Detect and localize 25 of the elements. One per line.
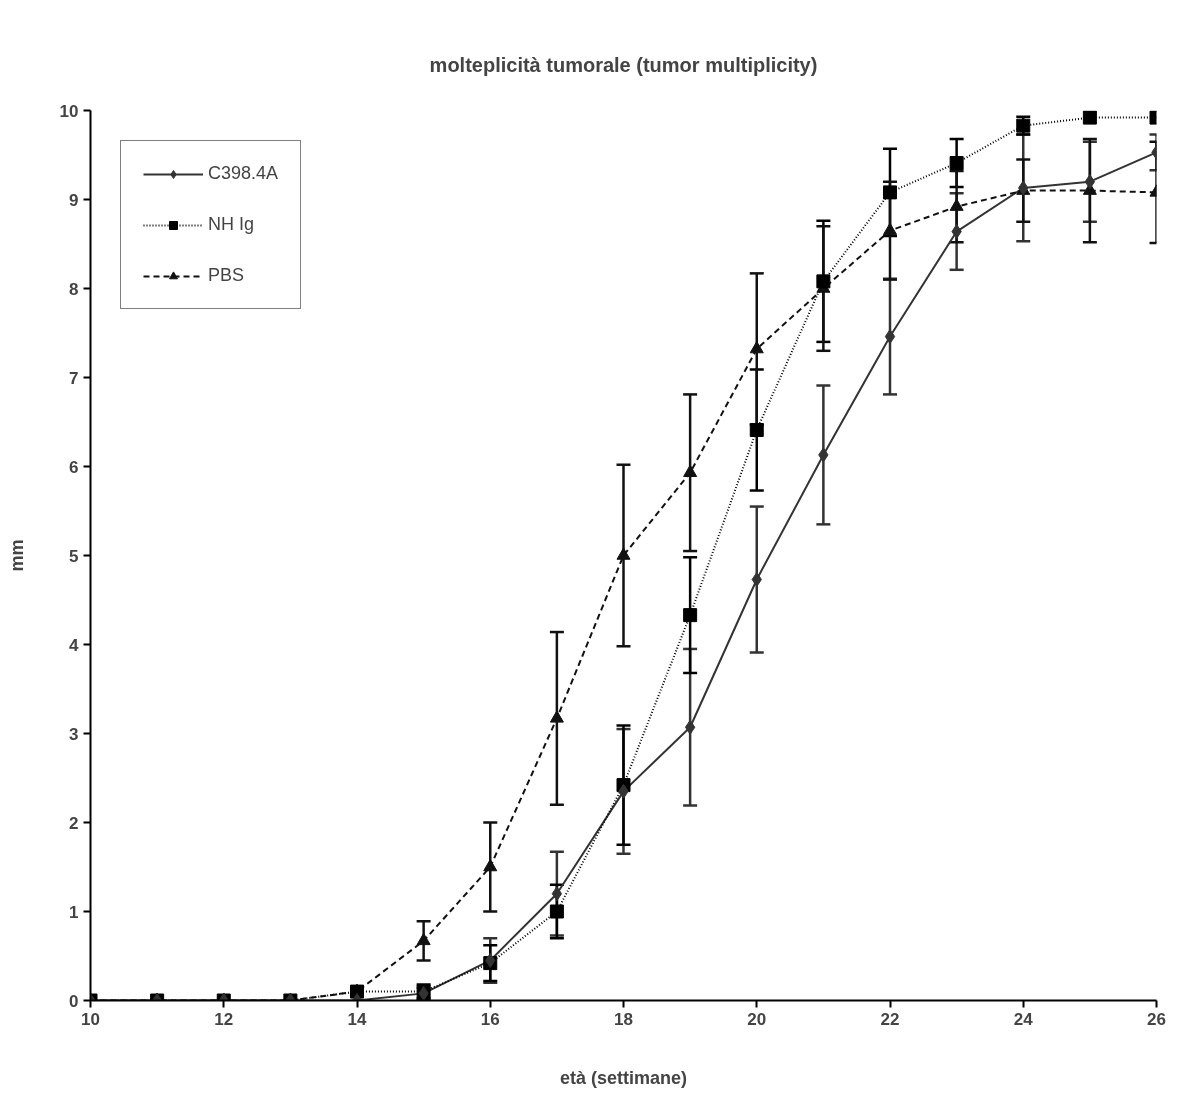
chart-title: molteplicità tumorale (tumor multiplicity) [429, 53, 818, 76]
y-tick-label: 7 [69, 368, 79, 388]
x-tick-label: 14 [347, 1009, 367, 1029]
x-tick-label: 22 [880, 1009, 900, 1029]
y-tick-label: 2 [69, 813, 79, 833]
y-tick-label: 1 [69, 902, 79, 922]
x-tick-label: 12 [214, 1009, 234, 1029]
y-tick-label: 9 [69, 190, 79, 210]
y-tick-label: 8 [69, 279, 79, 299]
legend-label: PBS [208, 265, 245, 286]
y-axis-title: mm [6, 539, 27, 572]
x-tick-label: 24 [1013, 1009, 1034, 1029]
x-tick-label: 16 [480, 1009, 500, 1029]
x-axis-title: età (settimane) [559, 1067, 688, 1088]
x-tick-label: 20 [747, 1009, 767, 1029]
y-tick-label: 4 [69, 635, 80, 655]
legend-label: NH Ig [208, 214, 255, 235]
y-tick-label: 5 [69, 546, 79, 566]
x-tick-label: 26 [1147, 1009, 1166, 1029]
x-tick-label: 18 [614, 1009, 633, 1029]
y-tick-label: 6 [69, 457, 79, 477]
y-tick-label: 3 [69, 724, 79, 744]
y-tick-label: 0 [69, 991, 79, 1011]
y-tick-label: 10 [59, 101, 79, 121]
legend-label: C398.4A [208, 163, 279, 184]
